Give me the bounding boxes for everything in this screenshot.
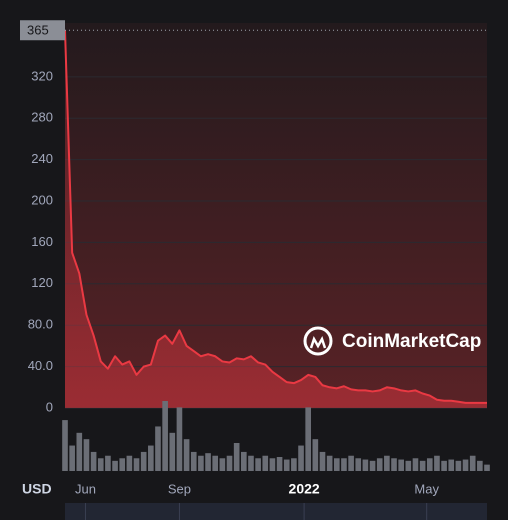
volume-bar (305, 407, 311, 471)
y-tick-label: 320 (31, 68, 53, 83)
volume-bar (183, 439, 190, 471)
volume-bar (190, 451, 197, 471)
volume-bar (312, 439, 319, 471)
volume-bar (226, 455, 233, 471)
marker-badge (20, 20, 65, 41)
volume-bar (376, 458, 383, 471)
volume-bar (241, 451, 247, 471)
volume-bar (83, 439, 90, 471)
x-tick-label: 2022 (289, 481, 320, 497)
volume-bar (133, 458, 140, 471)
volume-bar (369, 460, 376, 471)
volume-bar (469, 455, 476, 471)
y-tick-label: 80.0 (28, 317, 53, 332)
logo-mark (309, 335, 327, 349)
volume-bar (298, 445, 304, 471)
volume-bar (76, 432, 83, 471)
volume-bar (448, 459, 455, 471)
price-line (64, 30, 487, 404)
volume-bar (69, 445, 75, 471)
volume-bar (176, 407, 183, 471)
volume-bar (233, 443, 240, 471)
volume-bar (326, 455, 333, 471)
volume-bar (362, 459, 369, 471)
volume-bar (405, 460, 412, 471)
volume-bar (269, 458, 276, 471)
watermark: CoinMarketCap (303, 326, 481, 356)
volume-bar (455, 460, 462, 471)
volume-bar (148, 445, 154, 471)
volume-bar (140, 451, 147, 471)
watermark-text: CoinMarketCap (342, 331, 481, 352)
volume-bar (162, 401, 168, 471)
volume-bar (462, 459, 469, 471)
volume-bar (105, 455, 111, 471)
volume-bar (283, 459, 290, 471)
x-tick-label: Sep (168, 481, 191, 496)
volume-bar (112, 460, 118, 471)
volume-bar (426, 458, 433, 471)
navigator (65, 503, 487, 520)
volume-bar (90, 451, 97, 471)
volume-bar (212, 455, 219, 471)
volume-bar (119, 458, 126, 471)
volume-bar (155, 426, 161, 471)
volume-bar (398, 459, 404, 471)
volume-bar (291, 458, 297, 471)
volume-bar (169, 432, 176, 471)
y-tick-label: 40.0 (28, 358, 53, 373)
y-tick-label: 200 (31, 192, 53, 207)
volume-bar (219, 458, 226, 471)
area (65, 30, 487, 408)
volume-bar (477, 460, 483, 471)
volume-bar (97, 458, 104, 471)
volume-bar (412, 458, 419, 471)
volume-bar (348, 455, 354, 471)
volume-bar (262, 455, 269, 471)
volume-bar (126, 455, 133, 471)
volume-bar (355, 458, 362, 471)
volume-bar (391, 458, 397, 471)
volume-bar (62, 420, 68, 471)
marker-label: 365 (27, 23, 49, 38)
volume-bar (198, 455, 204, 471)
volume-bar (419, 460, 426, 471)
volume-bar (434, 455, 440, 471)
y-tick-label: 120 (31, 275, 53, 290)
volume-bar (276, 457, 283, 471)
volume-bar (341, 458, 347, 471)
logo (303, 326, 333, 356)
x-tick-label: Jun (75, 481, 96, 496)
y-tick-label: 280 (31, 110, 53, 125)
volume-bar (441, 460, 447, 471)
x-tick-label: May (414, 481, 439, 496)
y-tick-label: 160 (31, 234, 53, 249)
volume-bar (255, 458, 261, 471)
volume-bar (484, 464, 490, 471)
volume-bar (205, 453, 211, 471)
volume-bar (248, 455, 254, 471)
y-tick-label: 240 (31, 151, 53, 166)
volume-bar (333, 458, 340, 471)
y-tick-label: 0 (46, 399, 53, 414)
currency-label: USD (22, 481, 52, 497)
volume-bar (319, 451, 326, 471)
plot-background (65, 23, 487, 408)
volume-bar (384, 455, 390, 471)
